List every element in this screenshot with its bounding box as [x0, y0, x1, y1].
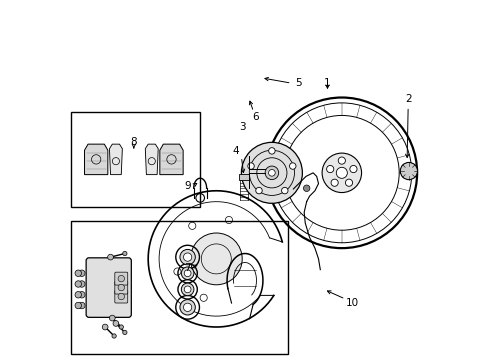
Circle shape: [322, 153, 362, 193]
FancyBboxPatch shape: [239, 174, 249, 180]
Circle shape: [191, 233, 242, 285]
Circle shape: [256, 187, 262, 194]
Circle shape: [109, 315, 115, 321]
Text: 1: 1: [324, 78, 331, 88]
FancyBboxPatch shape: [115, 272, 128, 285]
Circle shape: [119, 325, 123, 329]
Circle shape: [113, 320, 119, 326]
Circle shape: [118, 275, 124, 282]
Circle shape: [75, 281, 81, 287]
Circle shape: [290, 163, 296, 169]
Circle shape: [112, 334, 116, 338]
Circle shape: [180, 300, 196, 315]
FancyBboxPatch shape: [71, 112, 200, 207]
Circle shape: [336, 167, 347, 178]
Circle shape: [331, 179, 338, 186]
Circle shape: [350, 166, 357, 173]
Circle shape: [338, 157, 345, 164]
Circle shape: [75, 270, 81, 276]
Circle shape: [269, 148, 275, 154]
Circle shape: [242, 142, 302, 203]
Circle shape: [78, 292, 85, 298]
Circle shape: [345, 179, 353, 186]
Circle shape: [118, 293, 124, 300]
Circle shape: [400, 162, 417, 180]
FancyBboxPatch shape: [71, 221, 288, 354]
Circle shape: [269, 170, 275, 176]
Circle shape: [183, 303, 192, 311]
Circle shape: [78, 281, 85, 287]
Polygon shape: [84, 144, 108, 175]
FancyBboxPatch shape: [86, 258, 131, 318]
Text: 8: 8: [130, 138, 137, 147]
Text: 10: 10: [346, 298, 359, 308]
Circle shape: [183, 253, 192, 261]
Circle shape: [122, 251, 127, 256]
Text: 4: 4: [233, 146, 239, 156]
FancyBboxPatch shape: [115, 290, 128, 303]
Circle shape: [303, 185, 310, 192]
Text: 5: 5: [295, 78, 301, 88]
Text: 2: 2: [405, 94, 412, 104]
Circle shape: [181, 283, 194, 296]
FancyBboxPatch shape: [115, 281, 128, 294]
Polygon shape: [109, 144, 122, 175]
Circle shape: [265, 166, 279, 180]
Circle shape: [181, 267, 194, 279]
Text: 9: 9: [184, 181, 191, 191]
Circle shape: [102, 324, 108, 330]
Circle shape: [122, 330, 127, 334]
Circle shape: [184, 270, 191, 276]
Text: 7: 7: [184, 263, 191, 273]
Circle shape: [118, 284, 124, 291]
Circle shape: [108, 254, 113, 260]
Circle shape: [78, 270, 85, 276]
Text: 6: 6: [252, 112, 259, 122]
Text: 3: 3: [239, 122, 246, 132]
Circle shape: [248, 163, 254, 169]
Circle shape: [184, 286, 191, 293]
Circle shape: [327, 166, 334, 173]
Circle shape: [75, 302, 81, 309]
Circle shape: [180, 249, 196, 265]
Polygon shape: [146, 144, 158, 175]
Circle shape: [282, 187, 288, 194]
Polygon shape: [160, 144, 183, 175]
Circle shape: [75, 292, 81, 298]
Circle shape: [78, 302, 85, 309]
